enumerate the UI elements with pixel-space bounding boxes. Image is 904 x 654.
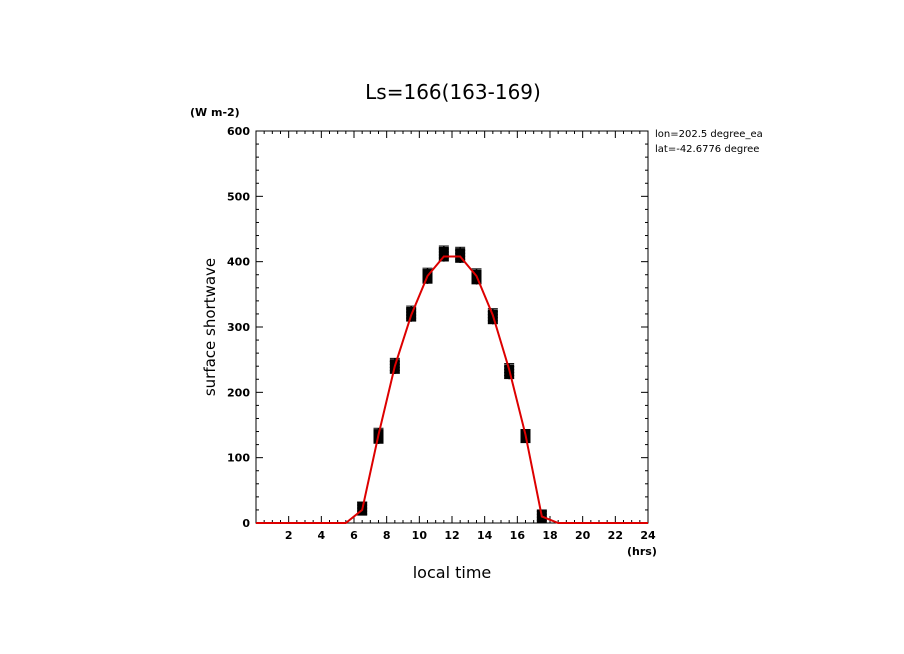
observation-point [455, 248, 466, 263]
x-tick-label: 4 [318, 529, 326, 542]
x-tick-label: 22 [608, 529, 623, 542]
model-series [256, 255, 648, 524]
axis-ticks [256, 131, 648, 523]
y-tick-label: 500 [227, 190, 250, 203]
x-tick-label: 18 [542, 529, 557, 542]
annotation-lat: lat=-42.6776 degree [655, 144, 759, 155]
y-unit-label: (W m-2) [190, 106, 240, 119]
observation-point [438, 246, 449, 261]
y-tick-label: 0 [242, 517, 250, 530]
annotation-lon: lon=202.5 degree_ea [655, 129, 763, 140]
x-tick-label: 12 [444, 529, 459, 542]
chart-title: Ls=166(163-169) [365, 80, 541, 104]
x-tick-label: 24 [640, 529, 656, 542]
observation-series [357, 245, 547, 524]
y-tick-label: 400 [227, 256, 250, 269]
x-tick-label: 6 [350, 529, 358, 542]
model-line [256, 255, 648, 524]
x-axis-label: local time [413, 563, 492, 582]
y-tick-label: 200 [227, 386, 250, 399]
x-tick-label: 10 [412, 529, 428, 542]
y-tick-label: 300 [227, 321, 250, 334]
x-tick-label: 20 [575, 529, 591, 542]
y-tick-label: 100 [227, 452, 250, 465]
x-tick-label: 16 [510, 529, 526, 542]
x-unit-label: (hrs) [627, 545, 657, 558]
x-tick-label: 2 [285, 529, 293, 542]
x-tick-label: 8 [383, 529, 391, 542]
y-tick-label: 600 [227, 125, 250, 138]
x-tick-label: 14 [477, 529, 493, 542]
y-axis-label: surface shortwave [201, 258, 219, 396]
location-annotation-box: lon=202.5 degree_ea lat=-42.6776 degree [655, 129, 763, 155]
plot-frame [255, 130, 649, 524]
